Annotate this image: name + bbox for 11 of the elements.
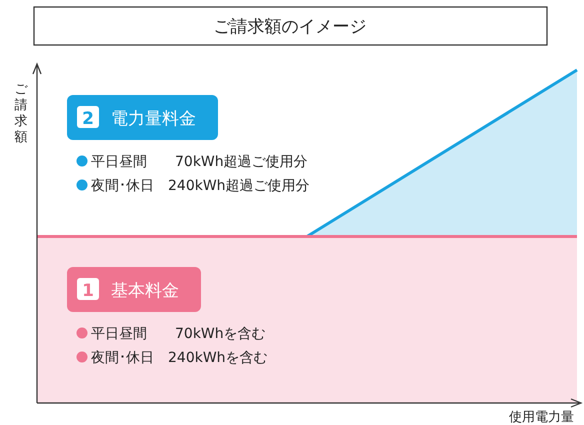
chart-title: ご請求額のイメージ bbox=[214, 17, 366, 37]
annotation: 夜間･休日 240kWh超過ご使用分 bbox=[91, 178, 310, 194]
annotation: 平日昼間 70kWhを含む bbox=[91, 326, 266, 342]
x-axis-title: 使用電力量 bbox=[509, 410, 574, 425]
annotation: 夜間･休日 240kWhを含む bbox=[91, 350, 268, 366]
annotation: 平日昼間 70kWh超過ご使用分 bbox=[91, 154, 308, 170]
text: 電力量料金 bbox=[111, 109, 196, 129]
y-axis-title: ご請求額 bbox=[14, 82, 28, 145]
annotation: 1 bbox=[82, 281, 94, 301]
annotation: 2 bbox=[82, 109, 94, 129]
series-label: 基本料金 bbox=[111, 281, 179, 301]
